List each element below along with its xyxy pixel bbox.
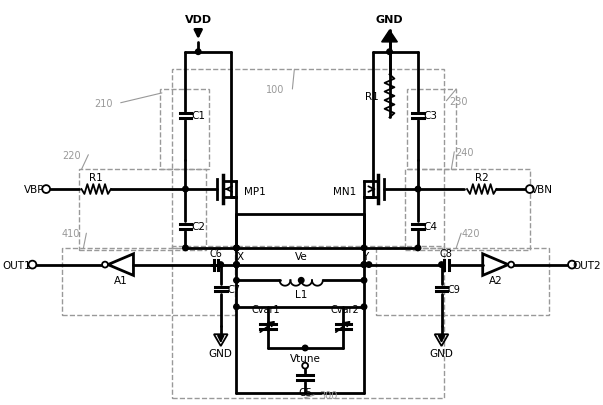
Text: C9: C9: [448, 284, 461, 294]
Polygon shape: [382, 31, 397, 43]
Bar: [78, 170, 206, 250]
Circle shape: [183, 187, 188, 192]
Circle shape: [42, 185, 50, 194]
Text: C7: C7: [227, 284, 240, 294]
Text: Cvar1: Cvar1: [251, 304, 280, 314]
Text: 100: 100: [265, 85, 284, 95]
Text: OUT2: OUT2: [572, 260, 601, 270]
Text: C5: C5: [298, 387, 312, 397]
Circle shape: [415, 245, 421, 251]
Text: C2: C2: [191, 222, 205, 232]
Text: X: X: [237, 251, 244, 261]
Text: C3: C3: [424, 111, 438, 121]
Text: C8: C8: [440, 248, 453, 258]
Circle shape: [102, 262, 108, 268]
Circle shape: [361, 245, 367, 251]
Circle shape: [361, 304, 367, 310]
Text: MP1: MP1: [244, 187, 266, 196]
Text: C4: C4: [424, 222, 438, 232]
Circle shape: [302, 345, 308, 351]
Circle shape: [234, 278, 239, 284]
Text: 230: 230: [449, 96, 467, 107]
Bar: [376, 248, 549, 315]
Text: 410: 410: [62, 229, 80, 239]
Text: A1: A1: [114, 276, 128, 286]
Text: MN1: MN1: [333, 187, 356, 196]
Text: R2: R2: [475, 173, 488, 183]
Bar: [172, 70, 444, 248]
Text: GND: GND: [376, 15, 403, 25]
Text: A2: A2: [488, 276, 502, 286]
Circle shape: [234, 262, 239, 268]
Circle shape: [302, 363, 308, 369]
Text: VBP: VBP: [24, 185, 45, 194]
Circle shape: [415, 187, 421, 192]
Text: GND: GND: [429, 348, 453, 358]
Text: GND: GND: [209, 348, 233, 358]
Bar: [405, 170, 530, 250]
Bar: [62, 248, 236, 315]
Text: Vtune: Vtune: [289, 353, 321, 363]
Text: VBN: VBN: [531, 185, 552, 194]
Text: VDD: VDD: [185, 15, 212, 25]
Circle shape: [508, 262, 514, 268]
Circle shape: [361, 278, 367, 284]
Text: 300: 300: [320, 390, 338, 400]
Bar: [160, 90, 209, 170]
Bar: [407, 90, 456, 170]
Circle shape: [366, 262, 371, 268]
Text: L1: L1: [295, 289, 308, 299]
Circle shape: [439, 262, 444, 268]
Circle shape: [526, 185, 534, 194]
Circle shape: [234, 245, 239, 251]
Circle shape: [568, 261, 576, 269]
Circle shape: [298, 278, 304, 284]
Text: 420: 420: [462, 229, 480, 239]
Circle shape: [234, 262, 239, 268]
Text: Y: Y: [362, 251, 368, 261]
Circle shape: [361, 262, 367, 268]
Text: 240: 240: [455, 147, 473, 158]
Text: R1: R1: [89, 173, 103, 183]
Circle shape: [183, 245, 188, 251]
Circle shape: [387, 50, 393, 55]
Circle shape: [195, 50, 201, 55]
Text: R1: R1: [365, 92, 379, 102]
Circle shape: [28, 261, 36, 269]
Circle shape: [218, 262, 224, 268]
Text: Cvar2: Cvar2: [331, 304, 360, 314]
Text: C1: C1: [191, 111, 205, 121]
Text: Ve: Ve: [295, 251, 308, 261]
Circle shape: [234, 245, 239, 251]
Text: 220: 220: [62, 150, 81, 160]
Bar: [172, 246, 444, 398]
Text: 210: 210: [94, 98, 112, 109]
Text: OUT1: OUT1: [2, 260, 31, 270]
Circle shape: [234, 262, 239, 268]
Circle shape: [361, 262, 367, 268]
Circle shape: [234, 304, 239, 310]
Text: C6: C6: [209, 248, 223, 258]
